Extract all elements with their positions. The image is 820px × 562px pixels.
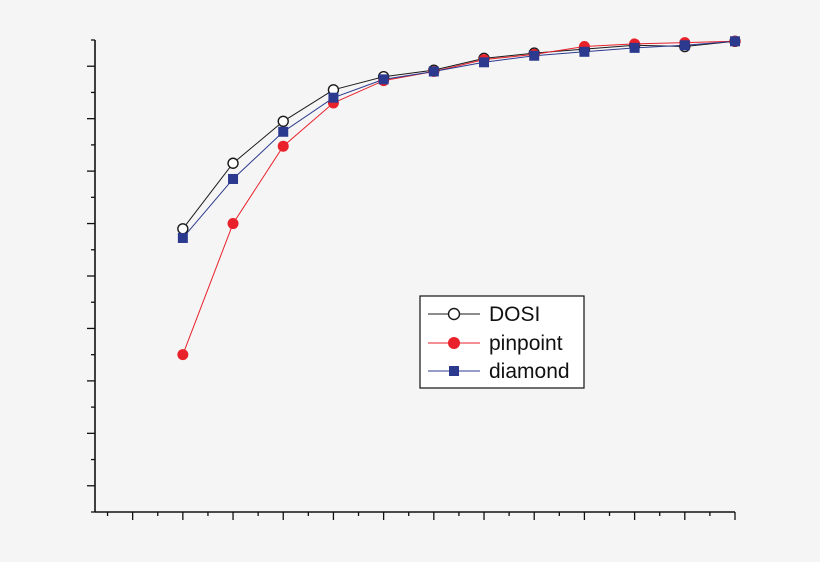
data-point-pinpoint bbox=[277, 140, 289, 152]
data-point-diamond bbox=[428, 66, 439, 77]
legend-label-dosi: DOSI bbox=[489, 303, 540, 326]
data-point-pinpoint bbox=[177, 349, 189, 361]
data-point-diamond bbox=[177, 232, 188, 243]
legend-label-pinpoint: pinpoint bbox=[489, 332, 563, 355]
data-point-diamond bbox=[730, 36, 740, 47]
data-point-diamond bbox=[629, 42, 640, 53]
data-point-pinpoint bbox=[227, 218, 239, 230]
series-line-diamond bbox=[182, 40, 736, 239]
data-point-dosi bbox=[277, 115, 289, 127]
legend-marker-dosi bbox=[447, 307, 461, 321]
data-point-diamond bbox=[278, 126, 289, 137]
series-line-pinpoint bbox=[182, 40, 736, 355]
data-point-diamond bbox=[529, 50, 540, 61]
series-line-dosi bbox=[182, 40, 736, 230]
data-point-diamond bbox=[328, 92, 339, 103]
data-point-diamond bbox=[679, 40, 690, 51]
axes bbox=[87, 39, 736, 520]
data-point-diamond bbox=[228, 173, 239, 184]
data-point-dosi bbox=[227, 157, 239, 169]
legend-marker-diamond bbox=[449, 366, 459, 376]
legend-marker-pinpoint bbox=[448, 337, 460, 349]
data-point-diamond bbox=[579, 46, 590, 57]
data-point-diamond bbox=[378, 74, 389, 85]
data-point-dosi bbox=[177, 223, 189, 235]
data-point-diamond bbox=[479, 57, 490, 68]
legend: DOSI pinpoint diamond bbox=[419, 295, 585, 389]
legend-label-diamond: diamond bbox=[489, 360, 570, 383]
series-layer bbox=[177, 35, 741, 361]
legend-box bbox=[419, 295, 585, 389]
